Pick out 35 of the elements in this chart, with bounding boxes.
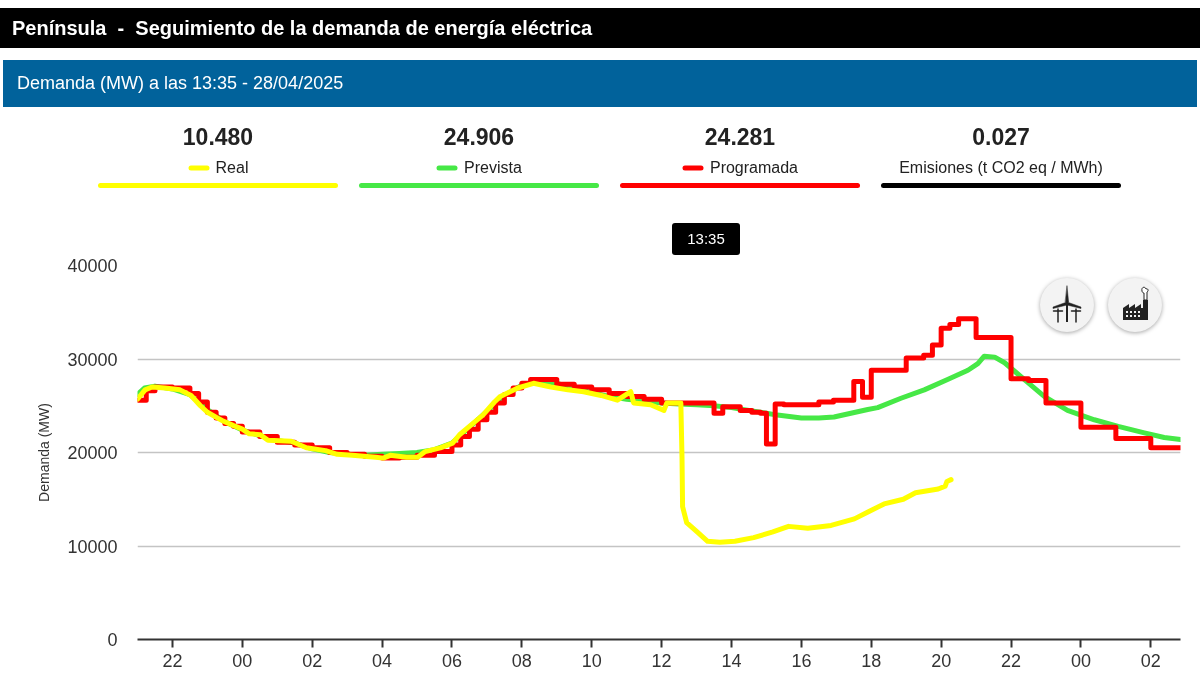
x-tick-label: 00 (232, 650, 253, 671)
x-tick-label: 06 (441, 650, 462, 671)
x-tick-label: 14 (721, 650, 742, 671)
annotation: 13:35 (672, 223, 740, 255)
x-tick-label: 08 (511, 650, 532, 671)
legend-item: Programada (620, 157, 860, 189)
text: 10.480 (181, 123, 255, 152)
y-tick-label: 20000 (67, 443, 118, 463)
chart-title: Península - Seguimiento de la demanda de energía eléctrica (0, 8, 1200, 48)
x-tick-label: 12 (651, 650, 672, 671)
text: 0.027 (971, 123, 1031, 152)
legend-label: Prevista (464, 158, 522, 178)
x-tick-label: 02 (302, 650, 323, 671)
x-tick-label: 04 (372, 650, 393, 671)
x-tick-label: 20 (931, 650, 952, 671)
legend-item: Real (98, 157, 338, 189)
legend-label: Real (215, 158, 249, 178)
y-axis-title: Demanda (MW) (36, 403, 53, 502)
y-tick-label: 10000 (67, 536, 118, 557)
y-tick-label: 40000 (67, 256, 118, 276)
legend-label: Programada (709, 158, 799, 178)
x-tick-label: 00 (1070, 650, 1091, 671)
x-tick-label: 16 (791, 650, 812, 671)
chart-subtitle: Demanda (MW) a las 13:35 - 28/04/2025 (3, 60, 1197, 107)
y-tick-label: 30000 (67, 349, 118, 370)
legend-item: Prevista (359, 157, 599, 189)
text: 24.906 (442, 123, 516, 152)
y-tick-label: 0 (107, 630, 118, 650)
x-tick-label: 10 (581, 650, 602, 671)
x-tick-label: 18 (861, 650, 882, 671)
text: Emisiones (t CO2 eq / MWh) (899, 158, 1103, 178)
x-tick-label: 02 (1140, 650, 1161, 671)
x-tick-label: 22 (1001, 650, 1022, 671)
text: 24.281 (703, 123, 777, 152)
x-tick-label: 22 (162, 650, 183, 671)
